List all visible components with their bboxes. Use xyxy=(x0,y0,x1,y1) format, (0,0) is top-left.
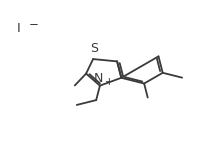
Text: −: − xyxy=(29,18,39,31)
Text: N: N xyxy=(94,72,104,85)
Text: +: + xyxy=(104,77,113,87)
Text: I: I xyxy=(17,22,21,36)
Text: S: S xyxy=(90,42,98,55)
